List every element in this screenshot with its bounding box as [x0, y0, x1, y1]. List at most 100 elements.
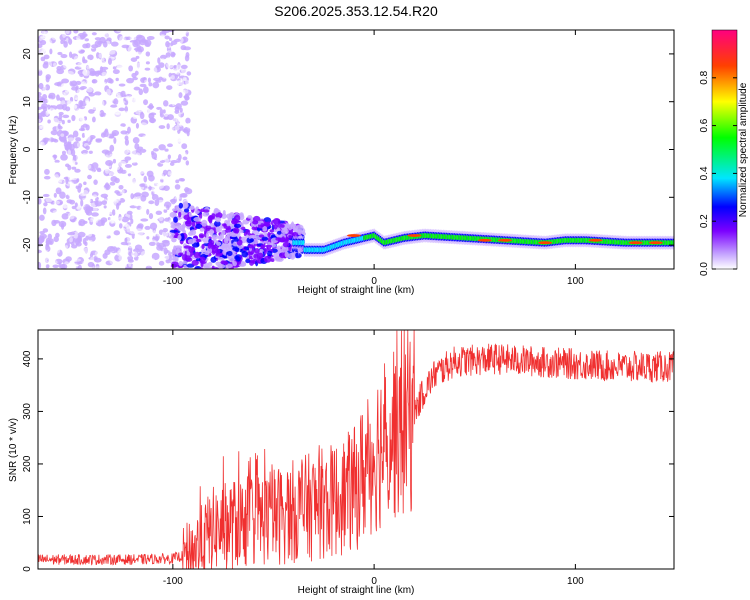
heatmap-cell [181, 143, 188, 150]
heatmap-cell [138, 167, 146, 174]
snr-y-ticks: 0 100 200 300 400 [22, 350, 674, 572]
heatmap-cell [45, 243, 49, 251]
heatmap-cell [94, 37, 102, 41]
heatmap-cell [119, 71, 126, 79]
heatmap-cell [111, 62, 119, 67]
heatmap-cell [162, 140, 168, 146]
heatmap-cell [121, 51, 128, 57]
x-tick-label: 0 [371, 276, 377, 287]
heatmap-cell [180, 67, 187, 75]
heatmap-cell [158, 144, 166, 151]
heatmap-cell [174, 171, 181, 179]
heatmap-cell [98, 186, 107, 194]
heatmap-cell [175, 69, 180, 75]
heatmap-cell [101, 200, 108, 206]
heatmap-cell [48, 238, 54, 245]
heatmap-cell [151, 152, 158, 160]
x-tick-label: -100 [163, 276, 183, 287]
heatmap-cell [260, 223, 265, 228]
heatmap-cell [39, 230, 45, 235]
heatmap-cell [125, 95, 130, 101]
heatmap-cell [127, 45, 134, 54]
heatmap-cell [85, 42, 91, 49]
heatmap-cell [162, 109, 166, 114]
heatmap-cell [181, 159, 185, 167]
heatmap-cell [86, 78, 92, 84]
heatmap-cell [160, 222, 164, 229]
x-tick-label: 100 [567, 276, 584, 287]
heatmap-cell [92, 79, 96, 84]
heatmap-cell [149, 208, 157, 215]
heatmap-cell [165, 52, 171, 59]
heatmap-cell [84, 197, 92, 203]
heatmap-cell [139, 148, 147, 153]
heatmap-cell [134, 260, 141, 266]
heatmap-cell [139, 112, 145, 120]
heatmap-cell [139, 122, 148, 130]
heatmap-cell [75, 80, 82, 85]
heatmap-cell [84, 33, 88, 37]
heatmap-cell [209, 229, 214, 236]
heatmap-cell [103, 130, 109, 138]
colorbar-tick-label: 0.6 [699, 118, 710, 132]
heatmap-cell [104, 143, 111, 148]
heatmap-cell [184, 188, 193, 195]
heatmap-cell [166, 85, 173, 90]
heatmap-cell [241, 250, 249, 258]
heatmap-cell [52, 210, 60, 214]
heatmap-cell [61, 119, 65, 125]
heatmap-cell [95, 52, 100, 59]
heatmap-cell [154, 199, 160, 207]
heatmap-cell [103, 205, 107, 209]
heatmap-cell [245, 258, 251, 264]
heatmap-cell [60, 154, 68, 161]
colorbar-tick-label: 0.8 [699, 70, 710, 84]
colorbar-label: Normalized spectral amplitude [738, 82, 749, 217]
heatmap-cell [163, 209, 168, 213]
heatmap-cell [80, 212, 87, 219]
heatmap-cell [189, 205, 195, 211]
heatmap-cell [187, 238, 195, 245]
heatmap-cell [170, 40, 178, 45]
heatmap-cell [60, 133, 65, 137]
heatmap-cell [155, 46, 164, 54]
heatmap-cell [92, 194, 98, 199]
heatmap-cell [132, 137, 140, 144]
heatmap-cell [159, 250, 164, 258]
heatmap-cell [136, 172, 142, 179]
heatmap-cell [38, 112, 45, 117]
heatmap-cell [628, 241, 643, 245]
snr-y-axis-label: SNR (10 * v/v) [8, 418, 19, 482]
heatmap-cell [109, 181, 116, 186]
heatmap-cell [207, 215, 213, 223]
heatmap-cell [296, 224, 304, 232]
heatmap-cell [67, 137, 75, 142]
heatmap-cell [166, 195, 173, 199]
heatmap-cell [67, 231, 76, 236]
heatmap-cell [477, 238, 492, 242]
heatmap-cell [140, 178, 145, 184]
heatmap-cell [166, 107, 172, 114]
heatmap-cell [119, 188, 125, 195]
heatmap-cell [40, 56, 46, 62]
heatmap-cell [161, 239, 170, 244]
heatmap-cell [222, 223, 227, 227]
heatmap-cell [82, 175, 88, 180]
heatmap-cell [114, 112, 122, 119]
heatmap-cell [276, 230, 282, 235]
heatmap-cell [139, 83, 147, 88]
heatmap-cell [239, 229, 244, 234]
heatmap-cell [104, 209, 111, 217]
heatmap-cell [102, 61, 107, 66]
heatmap-cell [93, 70, 101, 74]
heatmap-cell [176, 64, 182, 71]
heatmap-cell [82, 220, 88, 224]
heatmap-cell [116, 234, 121, 241]
heatmap-cell [159, 108, 164, 116]
heatmap-cell [140, 250, 149, 256]
heatmap-cell [115, 77, 119, 82]
heatmap-cell [217, 257, 225, 261]
heatmap-cell [109, 32, 118, 37]
heatmap-cell [47, 140, 52, 148]
heatmap-cell [148, 82, 153, 87]
